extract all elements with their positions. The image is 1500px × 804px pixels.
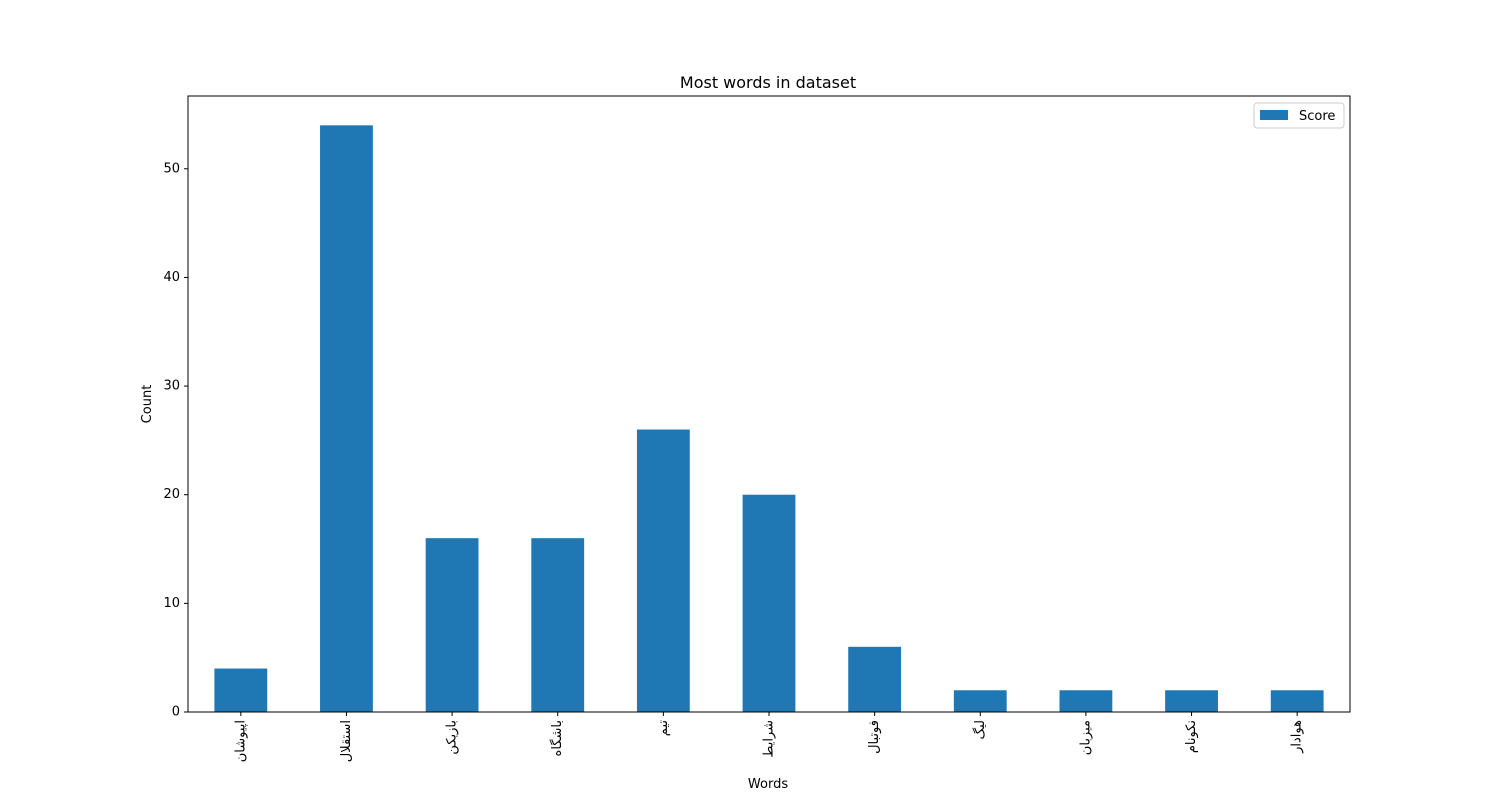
bar-2	[425, 538, 479, 712]
x-axis-label: Words	[748, 777, 788, 792]
x-tick-label-6: فوتبال	[867, 720, 882, 754]
x-tick-label-0: اپیوشان	[233, 720, 248, 762]
y-tick-label-5: 50	[163, 161, 180, 176]
y-axis-ticks: 0 10 20 30 40 50	[163, 161, 188, 720]
legend-box	[1253, 102, 1345, 129]
bar-8	[1059, 690, 1113, 712]
x-tick-label-5: شرایط	[762, 720, 777, 758]
bars-layer	[214, 125, 1324, 712]
x-tick-label-2: بازیکن	[445, 720, 460, 755]
plot-frame	[187, 95, 1351, 713]
y-tick-label-0: 0	[172, 705, 180, 720]
x-tick-label-3: باشگاه	[549, 720, 565, 756]
legend: Score	[1253, 102, 1345, 129]
x-tick-label-1: استقلال	[339, 720, 354, 762]
bar-1	[320, 125, 373, 712]
bar-9	[1165, 690, 1218, 712]
x-tick-label-4: تیم	[656, 720, 671, 737]
bar-0	[214, 668, 268, 712]
y-tick-label-1: 10	[163, 596, 180, 611]
x-tick-label-7: لیگ	[972, 720, 988, 740]
y-tick-label-2: 20	[163, 487, 180, 502]
y-tick-label-4: 40	[163, 270, 180, 285]
bar-7	[953, 690, 1007, 712]
bar-3	[531, 538, 585, 712]
bar-4	[636, 429, 690, 712]
legend-swatch	[1260, 110, 1288, 120]
bar-5	[742, 494, 796, 712]
x-axis-ticks: اپیوشان استقلال بازیکن باشگاه تیم شرایط فوتبال…	[233, 712, 1305, 762]
legend-label-score: Score	[1299, 109, 1335, 124]
x-tick-label-10: هوادار	[1290, 720, 1305, 754]
chart-title: Most words in dataset	[680, 73, 856, 92]
y-tick-label-3: 30	[163, 379, 180, 394]
bar-10	[1270, 690, 1324, 712]
y-axis-label: Count	[140, 385, 155, 424]
x-tick-label-8: میزبان	[1078, 720, 1093, 755]
bar-6	[848, 646, 902, 712]
x-tick-label-9: نکونام	[1184, 720, 1199, 753]
